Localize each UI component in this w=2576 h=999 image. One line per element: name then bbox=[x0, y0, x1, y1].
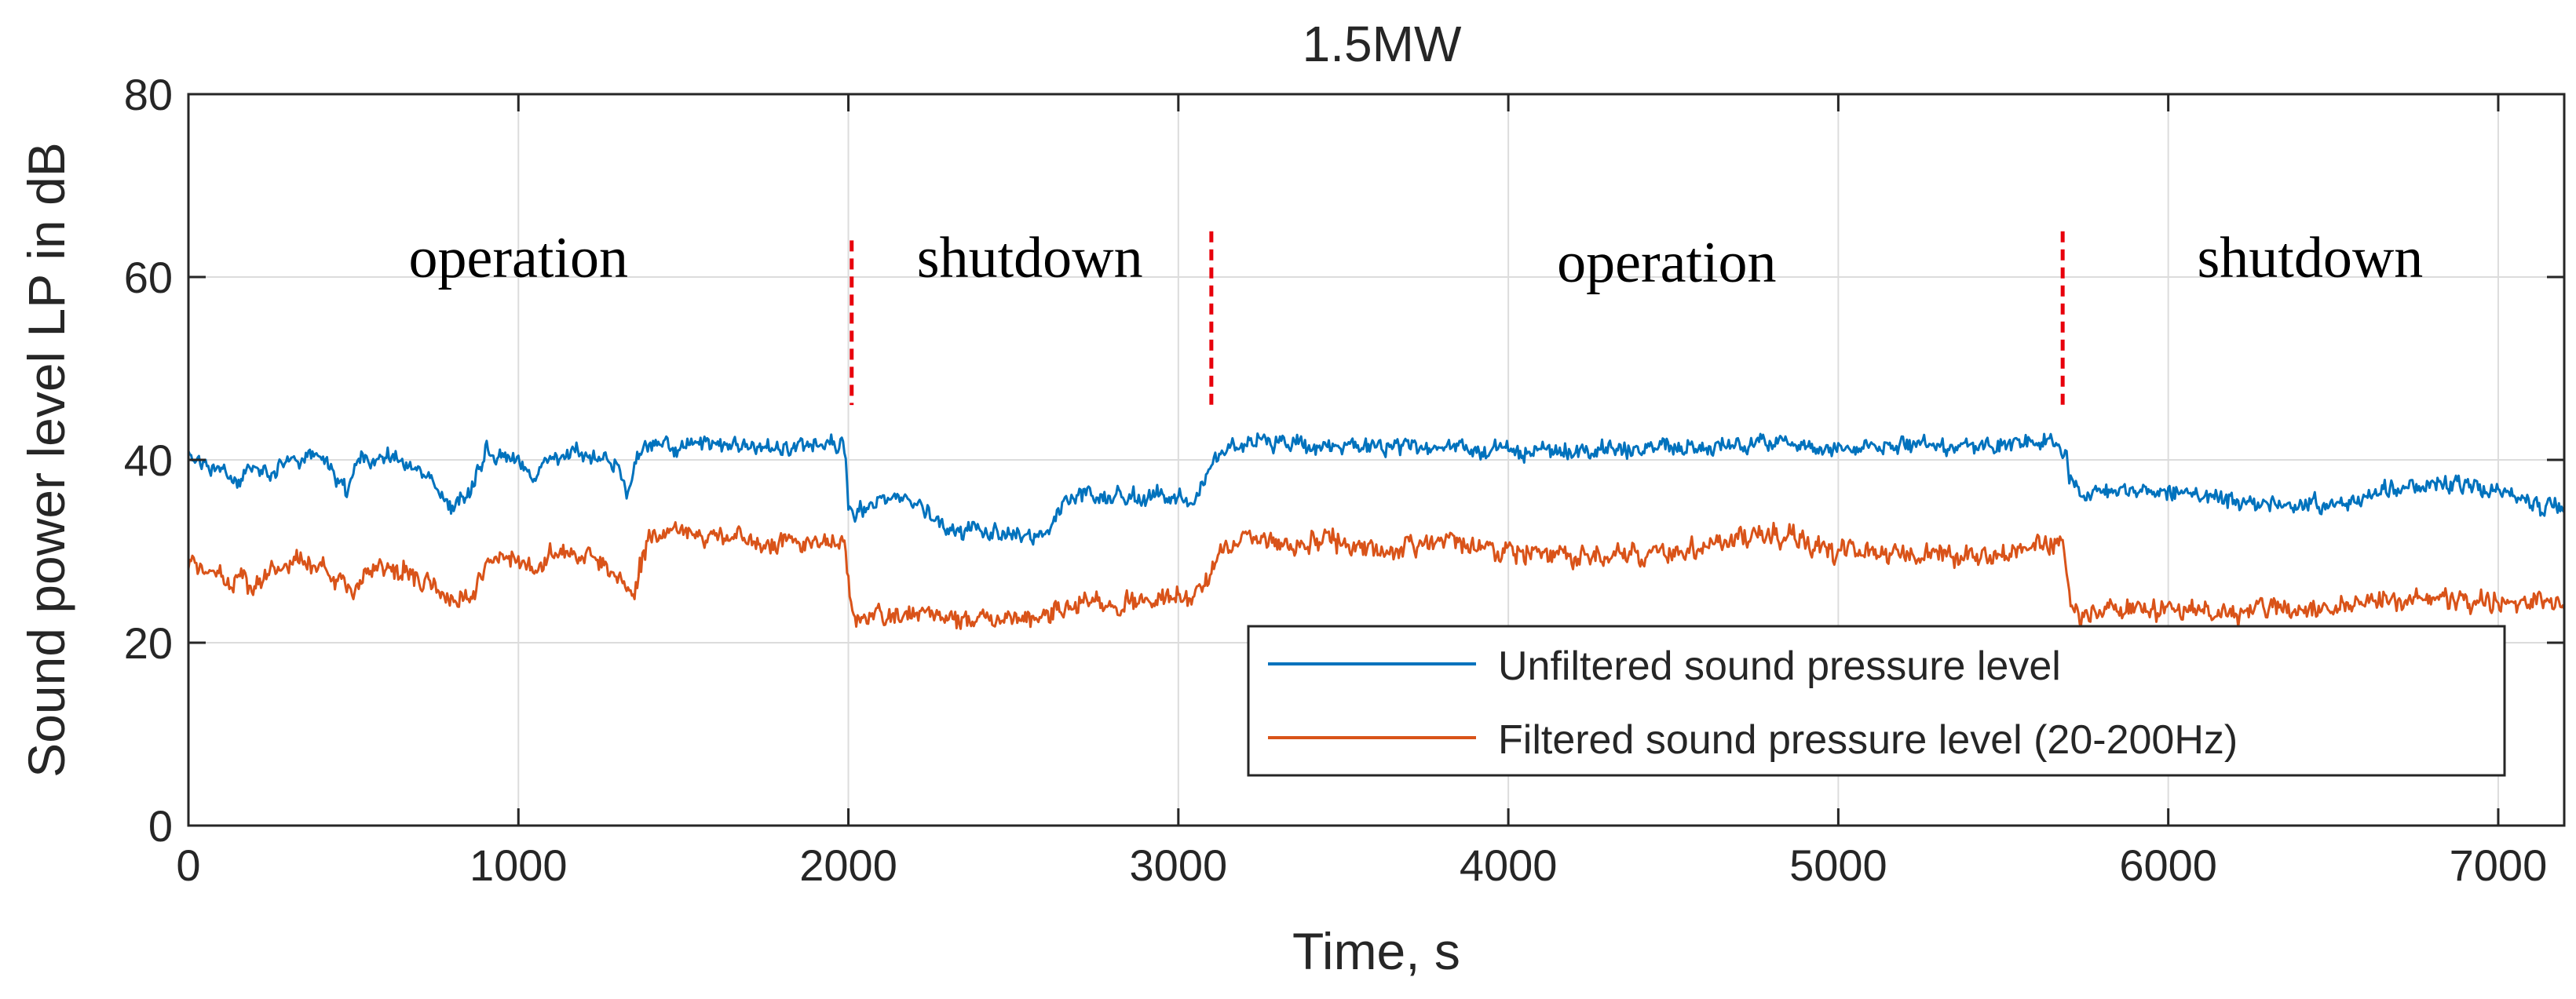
legend: Unfiltered sound pressure level Filtered… bbox=[1247, 625, 2506, 777]
phase-annotation-shutdown: shutdown bbox=[2197, 226, 2423, 290]
chart-title: 1.5MW bbox=[1303, 16, 1462, 72]
legend-label-unfiltered: Unfiltered sound pressure level bbox=[1498, 644, 2061, 689]
axis-ticks: 0 1000 2000 3000 4000 5000 6000 7000 0 20 40 60 80 bbox=[124, 70, 2564, 890]
phase-annotation-shutdown: shutdown bbox=[917, 226, 1143, 290]
x-tick-label: 7000 bbox=[2450, 840, 2548, 890]
y-tick-label: 20 bbox=[124, 618, 173, 668]
phase-annotations: operation shutdown operation shutdown bbox=[409, 226, 2424, 295]
phase-dividers bbox=[850, 231, 2065, 406]
series-line-filtered bbox=[187, 521, 2566, 630]
x-tick-label: 0 bbox=[176, 840, 200, 890]
x-tick-label: 1000 bbox=[470, 840, 568, 890]
y-axis-label: Sound power level LP in dB bbox=[17, 142, 75, 778]
y-tick-label: 0 bbox=[148, 801, 173, 851]
x-tick-label: 2000 bbox=[799, 840, 897, 890]
y-tick-label: 40 bbox=[124, 436, 173, 485]
phase-annotation-operation: operation bbox=[409, 226, 628, 290]
x-tick-label: 5000 bbox=[1789, 840, 1887, 890]
x-tick-label: 3000 bbox=[1130, 840, 1228, 890]
x-axis-label: Time, s bbox=[1292, 922, 1460, 980]
x-tick-label: 4000 bbox=[1460, 840, 1558, 890]
legend-label-filtered: Filtered sound pressure level (20-200Hz) bbox=[1498, 717, 2238, 763]
y-tick-label: 60 bbox=[124, 253, 173, 302]
series-lines bbox=[187, 432, 2566, 630]
y-tick-label: 80 bbox=[124, 70, 173, 119]
phase-annotation-operation: operation bbox=[1557, 231, 1776, 295]
series-line-unfiltered bbox=[187, 432, 2566, 546]
legend-box bbox=[1247, 625, 2506, 777]
x-tick-label: 6000 bbox=[2119, 840, 2217, 890]
